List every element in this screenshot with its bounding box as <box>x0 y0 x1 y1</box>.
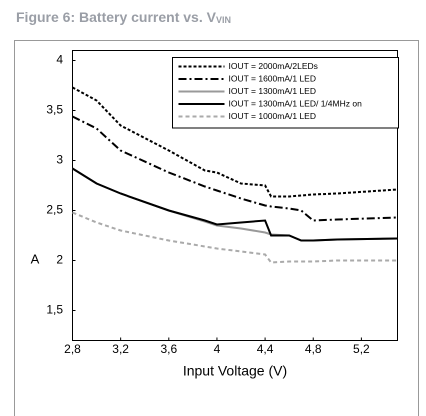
y-tick-label: 1,5 <box>46 303 63 317</box>
y-tick-label: 3,5 <box>46 103 63 117</box>
x-tick-label: 4,4 <box>257 342 274 356</box>
y-tick-label: 3 <box>56 153 63 167</box>
x-tick-label: 5,2 <box>353 342 370 356</box>
title-subscript: VIN <box>216 15 231 25</box>
figure-frame <box>14 40 419 416</box>
y-axis-label: A <box>31 251 40 266</box>
x-tick-label: 3,6 <box>160 342 177 356</box>
series-line <box>72 211 398 264</box>
x-tick-label: 4,8 <box>305 342 322 356</box>
x-tick-label: 4 <box>214 342 221 356</box>
y-tick-label: 2,5 <box>46 203 63 217</box>
series-line <box>71 167 398 242</box>
legend-label: IOUT = 1600mA/1 LED <box>229 73 316 83</box>
chart-title: Figure 6: Battery current vs. VVIN <box>16 9 231 26</box>
legend-label: IOUT = 1300mA/1 LED <box>229 86 316 96</box>
x-tick-label: 2,8 <box>64 342 81 356</box>
x-axis-label: Input Voltage (V) <box>183 363 287 379</box>
y-tick-label: 4 <box>56 53 63 67</box>
title-main: Figure 6: Battery current vs. V <box>16 9 217 25</box>
legend-label: IOUT = 1300mA/1 LED/ 1/4MHz on <box>229 98 363 108</box>
legend-label: IOUT = 2000mA/2LEDs <box>229 61 318 71</box>
series-line <box>72 115 398 222</box>
plot-frame <box>72 50 398 341</box>
legend-box <box>172 57 399 129</box>
x-tick-label: 3,2 <box>112 342 129 356</box>
y-tick-label: 2 <box>56 253 63 267</box>
series-line <box>72 86 398 198</box>
legend-label: IOUT = 1000mA/1 LED <box>229 111 316 121</box>
